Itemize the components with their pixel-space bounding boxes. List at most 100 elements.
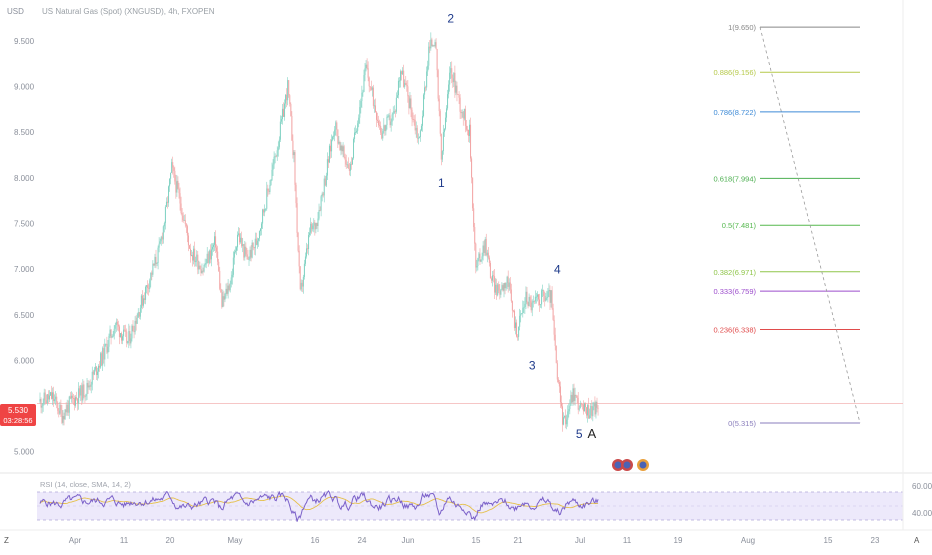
event-flags[interactable] bbox=[612, 459, 649, 471]
price-badge-box bbox=[0, 404, 36, 426]
candle-body bbox=[511, 301, 513, 311]
candle-body bbox=[456, 85, 458, 95]
candle-body bbox=[365, 64, 367, 69]
candle-body bbox=[554, 334, 556, 346]
candle-body bbox=[347, 164, 349, 169]
candle-body bbox=[256, 240, 258, 245]
time-tick-label: 11 bbox=[120, 536, 129, 545]
candle-body bbox=[322, 193, 324, 196]
candle-body bbox=[183, 219, 185, 221]
price-axis[interactable]: 9.500 9.000 8.500 8.000 7.500 7.000 6.500 6.000… bbox=[14, 37, 35, 457]
candle-body bbox=[318, 210, 320, 219]
candle-body bbox=[229, 284, 231, 291]
candle-body bbox=[393, 111, 395, 114]
candle-body bbox=[238, 233, 240, 235]
candle-body bbox=[432, 45, 434, 47]
candle-body bbox=[237, 234, 239, 248]
time-tick-label: 15 bbox=[472, 536, 481, 545]
time-axis[interactable]: Apr 11 20 May 16 24 Jun 15 21 Jul 11 19 Aug 15 23 bbox=[69, 536, 880, 545]
candle-body bbox=[156, 263, 158, 264]
candle-body bbox=[121, 333, 123, 341]
candle-body bbox=[507, 276, 509, 287]
candle-body bbox=[88, 385, 90, 388]
candle-body bbox=[54, 399, 56, 402]
candle-body bbox=[220, 288, 222, 293]
candle-body bbox=[133, 331, 135, 333]
price-badge-countdown: 03:28:56 bbox=[3, 416, 32, 425]
candle-body bbox=[126, 331, 128, 343]
time-tick-label: Jun bbox=[402, 536, 415, 545]
candle-body bbox=[519, 315, 521, 327]
candle-body bbox=[276, 150, 278, 157]
candle-body bbox=[372, 87, 374, 106]
candle-body bbox=[563, 417, 565, 425]
chart-title: US Natural Gas (Spot) (XNGUSD), 4h, FXOP… bbox=[42, 7, 215, 16]
candle-body bbox=[577, 397, 579, 410]
candle-body bbox=[132, 325, 134, 332]
candle-body bbox=[264, 208, 266, 213]
candle-body bbox=[535, 296, 537, 298]
candle-body bbox=[232, 257, 234, 275]
candle-body bbox=[56, 396, 58, 403]
candle-body bbox=[290, 103, 292, 116]
candle-body bbox=[230, 277, 232, 285]
candle-body bbox=[532, 301, 534, 303]
wave-label: 5 bbox=[576, 427, 583, 441]
candle-body bbox=[124, 329, 126, 331]
candle-body bbox=[477, 258, 479, 267]
candle-body bbox=[531, 302, 533, 311]
candle-body bbox=[356, 130, 358, 133]
candle-body bbox=[65, 409, 67, 413]
candle-body bbox=[103, 348, 105, 360]
candle-body bbox=[325, 175, 327, 186]
zoom-reset-button[interactable]: Z bbox=[4, 536, 9, 545]
candle-body bbox=[271, 169, 273, 180]
candle-body bbox=[403, 70, 405, 87]
candle-body bbox=[591, 405, 593, 417]
candle-body bbox=[161, 236, 163, 240]
candle-body bbox=[164, 206, 166, 224]
auto-scale-button[interactable]: A bbox=[914, 536, 920, 545]
candle-body bbox=[75, 397, 77, 406]
candle-body bbox=[299, 266, 301, 290]
candle-body bbox=[67, 404, 69, 413]
candle-body bbox=[326, 159, 328, 176]
candle-body bbox=[374, 105, 376, 113]
candle-body bbox=[294, 152, 296, 185]
candle-body bbox=[235, 247, 237, 251]
candle-body bbox=[394, 111, 396, 112]
candle-body bbox=[203, 265, 205, 272]
candle-body bbox=[159, 241, 161, 244]
candle-body bbox=[95, 366, 97, 376]
candle-body bbox=[435, 42, 437, 50]
candle-body bbox=[93, 369, 95, 375]
candle-body bbox=[476, 266, 478, 268]
candle-body bbox=[101, 353, 103, 366]
candle-body bbox=[137, 312, 139, 318]
candle-body bbox=[308, 235, 310, 250]
candle-body bbox=[184, 219, 186, 225]
fib-retracement[interactable]: 1(9.650) 0.886(9.156) 0.786(8.722) 0.618(7.… bbox=[713, 23, 860, 428]
candle-body bbox=[405, 82, 407, 86]
candle-body bbox=[379, 125, 381, 127]
candle-body bbox=[210, 249, 212, 260]
candle-body bbox=[547, 291, 549, 298]
time-tick-label: May bbox=[227, 536, 242, 545]
candle-body bbox=[533, 301, 535, 302]
candle-body bbox=[272, 164, 274, 170]
candle-body bbox=[55, 396, 57, 400]
candle-body bbox=[59, 404, 61, 414]
candle-body bbox=[96, 371, 98, 376]
candle-body bbox=[485, 239, 487, 256]
candle-body bbox=[72, 398, 74, 399]
time-tick-label: 11 bbox=[623, 536, 632, 545]
candle-body bbox=[335, 122, 337, 130]
fib-trend-line[interactable] bbox=[759, 27, 861, 424]
candle-body bbox=[70, 395, 72, 399]
candle-body bbox=[487, 252, 489, 258]
candle-body bbox=[385, 125, 387, 132]
candle-body bbox=[144, 298, 146, 300]
candle-body bbox=[444, 117, 446, 129]
candle-body bbox=[286, 94, 288, 101]
